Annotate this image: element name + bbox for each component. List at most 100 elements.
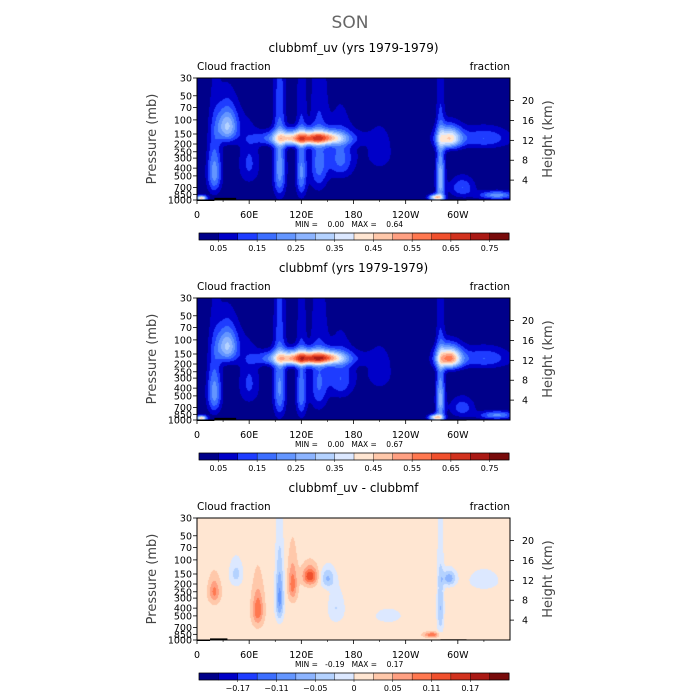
colorbar-swatch bbox=[276, 672, 297, 681]
colorbar-label: −0.11 bbox=[264, 684, 289, 693]
colorbar-swatch bbox=[470, 452, 491, 461]
pressure-tick-label: 50 bbox=[180, 531, 192, 542]
height-tick-label: 4 bbox=[522, 176, 528, 187]
min-max-stats: MIN = 0.00 MAX = 0.67 bbox=[295, 440, 403, 449]
colorbar-swatch bbox=[315, 452, 336, 461]
colorbar-swatch bbox=[411, 452, 432, 461]
pressure-tick-label: 30 bbox=[180, 74, 192, 85]
y-axis-label: Pressure (mb) bbox=[145, 534, 160, 625]
colorbar-swatch bbox=[237, 452, 258, 461]
height-tick-label: 8 bbox=[522, 596, 528, 607]
left-corner-label: Cloud fraction bbox=[197, 501, 271, 513]
colorbar-label: 0 bbox=[351, 684, 356, 693]
pressure-tick-label: 300 bbox=[174, 374, 192, 385]
colorbar-label: 0.05 bbox=[209, 464, 227, 473]
chart-title: clubbmf_uv - clubbmf bbox=[288, 481, 419, 495]
terrain-mask bbox=[210, 638, 228, 640]
left-corner-label: Cloud fraction bbox=[197, 61, 271, 73]
colorbar-label: 0.45 bbox=[364, 244, 382, 253]
y-axis-label-right: Height (km) bbox=[541, 320, 556, 397]
pressure-tick-label: 500 bbox=[174, 391, 192, 402]
colorbar-swatch bbox=[295, 672, 316, 681]
left-corner-label: Cloud fraction bbox=[197, 281, 271, 293]
field-heatmap bbox=[197, 518, 510, 640]
colorbar-swatch bbox=[218, 452, 239, 461]
pressure-tick-label: 30 bbox=[180, 294, 192, 305]
colorbar-label: 0.25 bbox=[287, 244, 305, 253]
colorbar-swatch bbox=[315, 232, 336, 241]
lon-tick-label: 0 bbox=[194, 650, 200, 661]
lon-tick-label: 180 bbox=[344, 430, 362, 441]
y-axis-label: Pressure (mb) bbox=[145, 94, 160, 185]
lon-tick-label: 60W bbox=[447, 650, 469, 661]
pressure-tick-label: 250 bbox=[174, 587, 192, 598]
colorbar-swatch bbox=[276, 232, 297, 241]
lon-tick-label: 60E bbox=[240, 210, 258, 221]
pressure-tick-label: 400 bbox=[174, 384, 192, 395]
colorbar-swatch bbox=[353, 452, 374, 461]
colorbar-swatch bbox=[392, 232, 413, 241]
colorbar-swatch bbox=[470, 672, 491, 681]
pressure-tick-label: 100 bbox=[174, 335, 192, 346]
colorbar-label: 0.05 bbox=[209, 244, 227, 253]
colorbar-swatch bbox=[411, 672, 432, 681]
lon-tick-label: 120E bbox=[289, 430, 313, 441]
colorbar-label: 0.55 bbox=[403, 244, 421, 253]
pressure-tick-label: 30 bbox=[180, 514, 192, 525]
colorbar-label: 0.11 bbox=[423, 684, 441, 693]
lon-tick-label: 60E bbox=[240, 650, 258, 661]
colorbar-swatch bbox=[237, 232, 258, 241]
colorbar-swatch bbox=[256, 672, 277, 681]
colorbar-swatch bbox=[334, 452, 355, 461]
colorbar-label: 0.35 bbox=[326, 244, 344, 253]
lon-tick-label: 120E bbox=[289, 650, 313, 661]
lon-tick-label: 60W bbox=[447, 210, 469, 221]
pressure-tick-label: 300 bbox=[174, 594, 192, 605]
pressure-tick-label: 70 bbox=[180, 543, 192, 554]
height-tick-label: 12 bbox=[522, 356, 534, 367]
lon-tick-label: 120W bbox=[392, 210, 420, 221]
height-tick-label: 16 bbox=[522, 336, 534, 347]
colorbar-swatch bbox=[353, 672, 374, 681]
chart-panel-1: clubbmf_uv (yrs 1979-1979) Cloud fraction… bbox=[145, 41, 556, 253]
pressure-tick-label: 400 bbox=[174, 164, 192, 175]
pressure-tick-label: 1000 bbox=[168, 636, 192, 647]
colorbar-swatch bbox=[334, 232, 355, 241]
colorbar-swatch bbox=[450, 452, 471, 461]
height-tick-label: 20 bbox=[522, 96, 534, 107]
lon-tick-label: 60E bbox=[240, 430, 258, 441]
pressure-tick-label: 100 bbox=[174, 555, 192, 566]
figure-title: SON bbox=[332, 13, 369, 33]
lon-tick-label: 60W bbox=[447, 430, 469, 441]
colorbar-swatch bbox=[295, 452, 316, 461]
pressure-tick-label: 70 bbox=[180, 103, 192, 114]
chart-title: clubbmf (yrs 1979-1979) bbox=[279, 261, 428, 275]
colorbar-frame bbox=[198, 452, 510, 461]
colorbar-swatch bbox=[431, 452, 452, 461]
lon-tick-label: 0 bbox=[194, 210, 200, 221]
height-tick-label: 20 bbox=[522, 536, 534, 547]
colorbar-label: 0.75 bbox=[481, 244, 499, 253]
y-axis-label: Pressure (mb) bbox=[145, 314, 160, 405]
height-tick-label: 16 bbox=[522, 556, 534, 567]
pressure-tick-label: 700 bbox=[174, 183, 192, 194]
pressure-tick-label: 1000 bbox=[168, 416, 192, 427]
right-corner-label: fraction bbox=[470, 281, 510, 293]
pressure-tick-label: 70 bbox=[180, 323, 192, 334]
lon-tick-label: 180 bbox=[344, 210, 362, 221]
pressure-tick-label: 50 bbox=[180, 311, 192, 322]
colorbar-swatch bbox=[373, 452, 394, 461]
colorbar-swatch bbox=[392, 452, 413, 461]
colorbar-swatch bbox=[218, 232, 239, 241]
pressure-tick-label: 850 bbox=[174, 190, 192, 201]
colorbar-frame bbox=[198, 232, 510, 241]
colorbar-swatch bbox=[392, 672, 413, 681]
colorbar-label: 0.15 bbox=[248, 244, 266, 253]
colorbar-label: 0.05 bbox=[384, 684, 402, 693]
colorbar-swatch bbox=[218, 672, 239, 681]
colorbar-swatch bbox=[256, 232, 277, 241]
terrain-mask bbox=[214, 197, 237, 200]
colorbar-label: 0.65 bbox=[442, 464, 460, 473]
colorbar-swatch bbox=[276, 452, 297, 461]
colorbar-swatch bbox=[373, 232, 394, 241]
